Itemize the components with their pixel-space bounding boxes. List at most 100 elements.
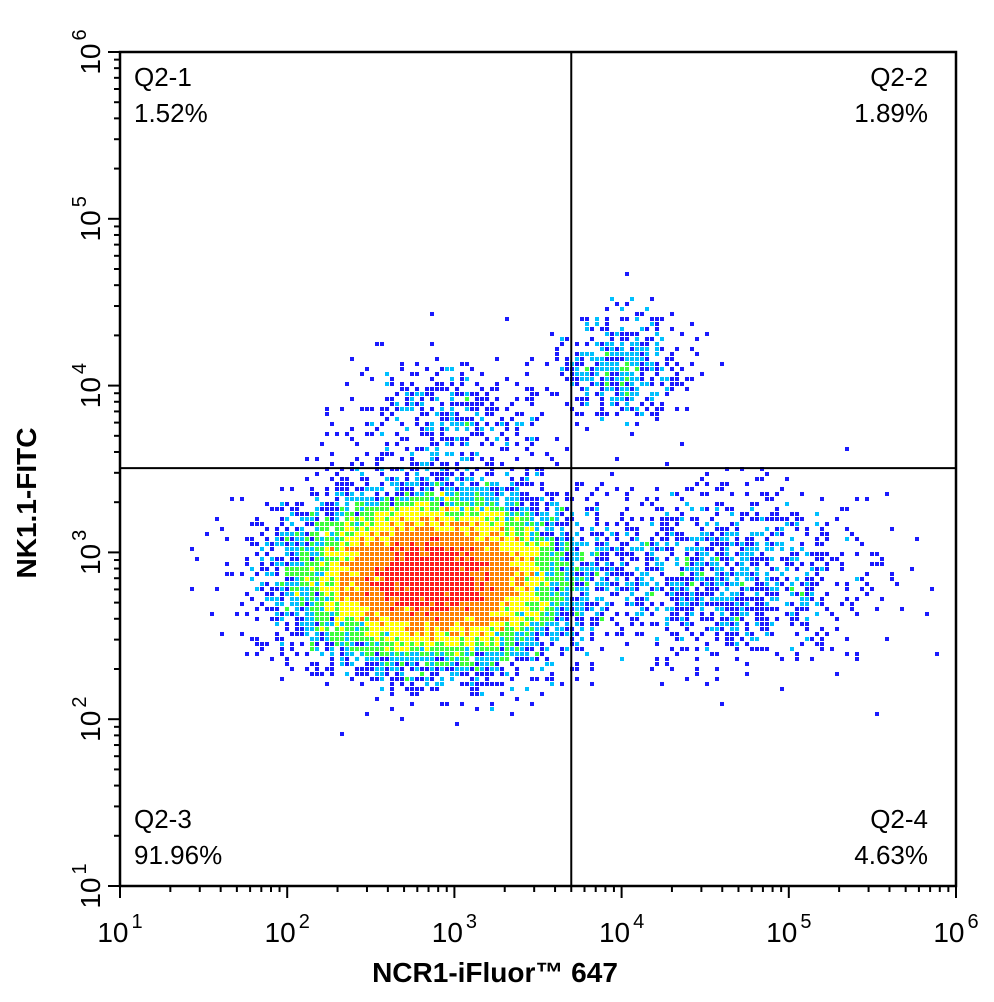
event-dot (430, 457, 434, 461)
event-dot (510, 637, 514, 641)
event-dot (480, 532, 484, 536)
event-dot (465, 672, 469, 676)
event-dot (550, 677, 554, 681)
event-dot (485, 677, 489, 681)
event-dot (540, 667, 544, 671)
event-dot (490, 647, 494, 651)
event-dot (470, 687, 474, 691)
event-dot (315, 562, 319, 566)
event-dot (680, 637, 684, 641)
event-dot (740, 617, 744, 621)
event-dot (590, 382, 594, 386)
event-dot (360, 512, 364, 516)
event-dot (750, 542, 754, 546)
event-dot (625, 337, 629, 341)
event-dot (475, 522, 479, 526)
event-dot (610, 337, 614, 341)
event-dot (520, 617, 524, 621)
event-dot (435, 657, 439, 661)
event-dot (485, 572, 489, 576)
event-dot (405, 427, 409, 431)
event-dot (575, 622, 579, 626)
event-dot (625, 367, 629, 371)
event-dot (600, 387, 604, 391)
event-dot (350, 482, 354, 486)
event-dot (430, 532, 434, 536)
event-dot (605, 552, 609, 556)
y-tick-label: 106 (69, 29, 106, 74)
event-dot (415, 462, 419, 466)
event-dot (575, 577, 579, 581)
event-dot (695, 552, 699, 556)
event-dot (505, 427, 509, 431)
event-dot (225, 537, 229, 541)
event-dot (490, 487, 494, 491)
event-dot (430, 387, 434, 391)
event-dot (440, 627, 444, 631)
event-dot (745, 572, 749, 576)
event-dot (295, 602, 299, 606)
event-dot (465, 662, 469, 666)
event-dot (275, 572, 279, 576)
event-dot (725, 577, 729, 581)
event-dot (535, 657, 539, 661)
event-dot (610, 297, 614, 301)
event-dot (605, 327, 609, 331)
event-dot (400, 517, 404, 521)
event-dot (430, 497, 434, 501)
event-dot (375, 587, 379, 591)
event-dot (465, 522, 469, 526)
event-dot (310, 617, 314, 621)
event-dot (765, 587, 769, 591)
event-dot (635, 332, 639, 336)
event-dot (325, 537, 329, 541)
event-dot (715, 507, 719, 511)
event-dot (480, 522, 484, 526)
event-dot (630, 352, 634, 356)
event-dot (505, 522, 509, 526)
event-dot (410, 537, 414, 541)
quadrant-percent: 4.63% (854, 840, 928, 870)
event-dot (540, 587, 544, 591)
event-dot (505, 472, 509, 476)
event-dot (830, 647, 834, 651)
event-dot (350, 557, 354, 561)
event-dot (250, 537, 254, 541)
event-dot (415, 417, 419, 421)
event-dot (835, 617, 839, 621)
event-dot (375, 572, 379, 576)
event-dot (545, 542, 549, 546)
event-dot (335, 552, 339, 556)
event-dot (620, 307, 624, 311)
event-dot (790, 587, 794, 591)
event-dot (595, 372, 599, 376)
event-dot (845, 637, 849, 641)
event-dot (725, 637, 729, 641)
event-dot (635, 412, 639, 416)
event-dot (620, 377, 624, 381)
event-dot (420, 427, 424, 431)
event-dot (575, 382, 579, 386)
event-dot (645, 592, 649, 596)
event-dot (600, 377, 604, 381)
event-dot (615, 402, 619, 406)
event-dot (415, 547, 419, 551)
event-dot (415, 597, 419, 601)
event-dot (370, 667, 374, 671)
event-dot (475, 542, 479, 546)
event-dot (375, 557, 379, 561)
event-dot (565, 632, 569, 636)
event-dot (385, 517, 389, 521)
event-dot (245, 562, 249, 566)
event-dot (460, 547, 464, 551)
event-dot (345, 577, 349, 581)
x-tick-label: 10 4 (599, 911, 644, 948)
event-dot (320, 652, 324, 656)
event-dot (655, 582, 659, 586)
event-dot (380, 637, 384, 641)
event-dot (310, 607, 314, 611)
event-dot (595, 612, 599, 616)
event-dot (435, 507, 439, 511)
event-dot (365, 632, 369, 636)
